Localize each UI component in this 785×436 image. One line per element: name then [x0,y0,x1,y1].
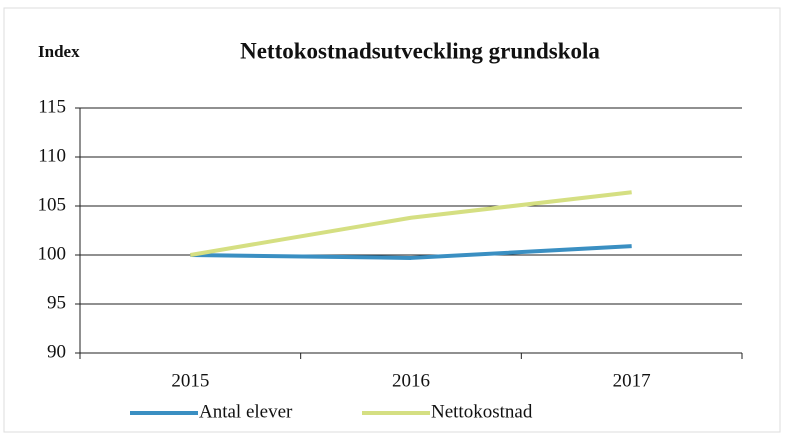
y-tick-label: 115 [38,96,66,117]
x-tick-label: 2015 [171,370,209,391]
legend-label: Nettokostnad [431,401,533,422]
x-tick-label: 2017 [613,370,651,391]
y-tick-label: 90 [47,341,66,362]
x-tick-label: 2016 [392,370,430,391]
chart-title: Nettokostnadsutveckling grundskola [240,38,600,63]
y-tick-label: 100 [38,243,67,264]
legend-label: Antal elever [199,401,293,422]
y-tick-label: 95 [47,292,66,313]
y-tick-label: 110 [38,145,66,166]
chart-border [3,7,781,433]
data-line [190,244,632,260]
y-axis-label: Index [38,42,80,61]
y-tick-label: 105 [38,194,67,215]
data-line [190,190,632,257]
